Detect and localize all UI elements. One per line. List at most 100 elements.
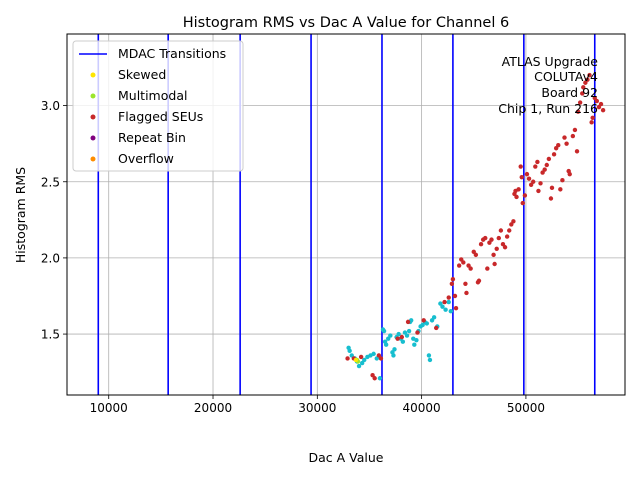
legend-label: Multimodal bbox=[118, 88, 187, 103]
point-flagged-seus bbox=[498, 228, 504, 233]
point-flagged-seus bbox=[496, 235, 501, 241]
point-flagged-seus bbox=[570, 133, 576, 139]
point-flagged-seus bbox=[461, 260, 466, 265]
point-flagged-seus bbox=[589, 120, 594, 125]
point-flagged-seus bbox=[507, 228, 512, 233]
point-flagged-seus bbox=[442, 299, 447, 305]
point-flagged-seus bbox=[415, 330, 420, 335]
point-flagged-seus bbox=[538, 181, 543, 186]
point-flagged-seus bbox=[489, 237, 494, 242]
point-flagged-seus bbox=[560, 178, 565, 183]
point-flagged-seus bbox=[372, 376, 377, 381]
point-flagged-seus bbox=[478, 242, 484, 247]
point-flagged-seus bbox=[453, 305, 459, 311]
point-normal bbox=[427, 357, 433, 363]
point-normal bbox=[446, 299, 451, 305]
point-flagged-seus bbox=[405, 319, 411, 325]
point-flagged-seus bbox=[520, 200, 525, 206]
scatter-points bbox=[345, 72, 606, 381]
point-flagged-seus bbox=[449, 281, 455, 287]
point-flagged-seus bbox=[548, 196, 554, 201]
point-flagged-seus bbox=[452, 293, 458, 299]
point-flagged-seus bbox=[399, 334, 404, 340]
point-normal bbox=[391, 353, 396, 358]
point-flagged-seus bbox=[519, 174, 524, 180]
point-normal bbox=[406, 328, 412, 334]
y-tick-label: 2.5 bbox=[41, 175, 60, 189]
x-tick-label: 50000 bbox=[507, 401, 545, 415]
point-flagged-seus bbox=[549, 185, 555, 191]
point-flagged-seus bbox=[450, 277, 456, 282]
point-flagged-seus bbox=[577, 100, 583, 105]
x-tick-label: 20000 bbox=[194, 401, 232, 415]
point-normal bbox=[347, 348, 352, 354]
annotation-line: Board 92 bbox=[541, 85, 598, 100]
point-flagged-seus bbox=[551, 152, 557, 157]
point-flagged-seus bbox=[524, 171, 530, 177]
point-flagged-seus bbox=[574, 149, 580, 154]
point-flagged-seus bbox=[526, 176, 532, 181]
point-normal bbox=[448, 309, 454, 314]
point-normal bbox=[443, 307, 448, 312]
x-axis-label: Dac A Value bbox=[309, 450, 384, 465]
point-flagged-seus bbox=[494, 246, 499, 251]
legend-dot-marker bbox=[90, 72, 96, 78]
point-flagged-seus bbox=[564, 141, 569, 146]
point-flagged-seus bbox=[558, 187, 563, 192]
point-flagged-seus bbox=[395, 336, 400, 341]
point-flagged-seus bbox=[456, 263, 462, 268]
point-flagged-seus bbox=[531, 179, 536, 184]
point-flagged-seus bbox=[522, 193, 528, 198]
annotation-line: ATLAS Upgrade bbox=[502, 54, 599, 69]
point-flagged-seus bbox=[572, 127, 578, 133]
point-normal bbox=[414, 337, 419, 343]
legend-box bbox=[72, 40, 244, 172]
point-flagged-seus bbox=[594, 98, 600, 104]
point-flagged-seus bbox=[600, 107, 606, 113]
point-flagged-seus bbox=[476, 278, 482, 283]
point-normal bbox=[377, 376, 383, 381]
x-axis-ticks: 10000 20000 30000 40000 50000 bbox=[90, 395, 545, 415]
point-normal bbox=[371, 351, 376, 357]
point-flagged-seus bbox=[421, 318, 426, 323]
y-tick-label: 3.0 bbox=[41, 99, 60, 113]
point-normal bbox=[404, 333, 410, 338]
legend-label: Repeat Bin bbox=[118, 130, 186, 145]
point-flagged-seus bbox=[516, 187, 521, 192]
point-flagged-seus bbox=[533, 164, 538, 169]
point-normal bbox=[426, 353, 432, 358]
point-normal bbox=[356, 363, 362, 369]
point-flagged-seus bbox=[483, 235, 488, 241]
annotation-line: Chip 1, Run 216 bbox=[498, 101, 598, 116]
point-flagged-seus bbox=[492, 261, 497, 267]
point-flagged-seus bbox=[575, 109, 581, 114]
point-flagged-seus bbox=[518, 164, 523, 169]
y-axis-ticks: 1.5 2.0 2.5 3.0 bbox=[41, 99, 67, 342]
point-flagged-seus bbox=[536, 188, 541, 194]
point-flagged-seus bbox=[468, 266, 473, 271]
point-flagged-seus bbox=[544, 162, 549, 168]
legend-dot-marker bbox=[90, 93, 96, 99]
point-skewed bbox=[353, 357, 359, 363]
annotation: ATLAS Upgrade COLUTAv4 Board 92 Chip 1, … bbox=[498, 54, 598, 116]
legend-label: Flagged SEUs bbox=[118, 109, 203, 124]
point-flagged-seus bbox=[585, 77, 590, 82]
point-flagged-seus bbox=[580, 91, 585, 96]
y-tick-label: 2.0 bbox=[41, 251, 60, 265]
point-normal bbox=[424, 321, 430, 326]
point-flagged-seus bbox=[567, 171, 572, 177]
point-flagged-seus bbox=[446, 295, 451, 300]
y-axis-label: Histogram RMS bbox=[13, 167, 28, 263]
point-flagged-seus bbox=[504, 234, 510, 239]
point-flagged-seus bbox=[463, 281, 468, 287]
annotation-line: COLUTAv4 bbox=[534, 69, 598, 84]
point-normal bbox=[362, 357, 367, 363]
x-tick-label: 10000 bbox=[90, 401, 128, 415]
point-flagged-seus bbox=[598, 101, 604, 107]
legend-label: Overflow bbox=[118, 151, 174, 166]
point-normal bbox=[381, 328, 387, 334]
point-flagged-seus bbox=[581, 85, 586, 90]
point-normal bbox=[440, 304, 445, 309]
point-flagged-seus bbox=[378, 356, 384, 361]
